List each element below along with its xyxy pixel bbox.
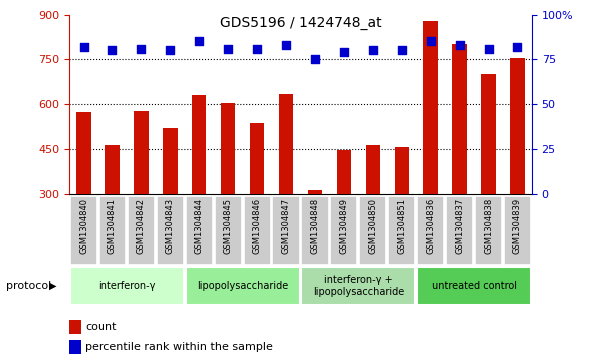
Text: GSM1304840: GSM1304840 (79, 198, 88, 254)
Bar (128, 196, 155, 265)
Text: interferon-γ: interferon-γ (98, 281, 156, 291)
Text: GSM1304836: GSM1304836 (426, 198, 435, 254)
Bar (308, 190, 322, 194)
Text: percentile rank within the sample: percentile rank within the sample (85, 342, 273, 352)
Bar (243, 196, 270, 265)
Point (252, 46, 262, 52)
Point (484, 46, 493, 52)
Bar (388, 196, 415, 265)
Point (165, 48, 175, 53)
Bar (453, 45, 467, 194)
Bar (301, 267, 415, 305)
Bar (186, 267, 300, 305)
Point (426, 38, 436, 44)
Point (513, 44, 522, 50)
Point (224, 46, 233, 52)
Text: count: count (85, 322, 117, 332)
Bar (70, 267, 184, 305)
Bar (301, 196, 329, 265)
Point (136, 46, 146, 52)
Text: GSM1304843: GSM1304843 (166, 198, 175, 254)
Bar (70, 196, 97, 265)
Bar (163, 128, 177, 194)
Bar (504, 196, 531, 265)
Text: GSM1304845: GSM1304845 (224, 198, 233, 254)
Text: GSM1304841: GSM1304841 (108, 198, 117, 254)
Text: GSM1304848: GSM1304848 (311, 198, 320, 254)
Text: interferon-γ +
lipopolysaccharide: interferon-γ + lipopolysaccharide (313, 275, 404, 297)
Bar (186, 196, 213, 265)
Point (195, 38, 204, 44)
Text: GSM1304844: GSM1304844 (195, 198, 204, 254)
Bar (157, 196, 184, 265)
Point (397, 48, 406, 53)
Text: GSM1304849: GSM1304849 (340, 198, 349, 254)
Bar (69, 320, 81, 334)
Text: GSM1304851: GSM1304851 (397, 198, 406, 254)
Bar (221, 103, 236, 194)
Bar (134, 111, 148, 194)
Text: GSM1304839: GSM1304839 (513, 198, 522, 254)
Point (339, 49, 349, 55)
Bar (359, 196, 386, 265)
Bar (331, 196, 358, 265)
Bar (394, 147, 409, 194)
Text: GSM1304838: GSM1304838 (484, 198, 493, 254)
Bar (215, 196, 242, 265)
Point (368, 48, 377, 53)
Text: protocol: protocol (6, 281, 51, 291)
Point (108, 48, 117, 53)
Bar (105, 146, 120, 194)
Text: untreated control: untreated control (432, 281, 516, 291)
Bar (69, 340, 81, 354)
Bar (250, 123, 264, 194)
Text: GDS5196 / 1424748_at: GDS5196 / 1424748_at (220, 16, 381, 30)
Bar (510, 58, 525, 194)
Point (79, 44, 88, 50)
Text: GSM1304847: GSM1304847 (281, 198, 290, 254)
Bar (337, 150, 351, 194)
Bar (279, 94, 293, 194)
Bar (192, 95, 207, 194)
Text: ▶: ▶ (49, 281, 56, 291)
Point (281, 42, 291, 48)
Bar (365, 146, 380, 194)
Text: GSM1304846: GSM1304846 (252, 198, 261, 254)
Point (310, 57, 320, 62)
Bar (481, 74, 496, 194)
Bar (417, 267, 531, 305)
Text: lipopolysaccharide: lipopolysaccharide (197, 281, 288, 291)
Bar (424, 20, 438, 194)
Text: GSM1304837: GSM1304837 (455, 198, 464, 254)
Text: GSM1304842: GSM1304842 (137, 198, 146, 254)
Bar (272, 196, 300, 265)
Bar (475, 196, 502, 265)
Point (455, 42, 465, 48)
Bar (76, 112, 91, 194)
Text: GSM1304850: GSM1304850 (368, 198, 377, 254)
Bar (446, 196, 473, 265)
Bar (417, 196, 444, 265)
Bar (99, 196, 126, 265)
